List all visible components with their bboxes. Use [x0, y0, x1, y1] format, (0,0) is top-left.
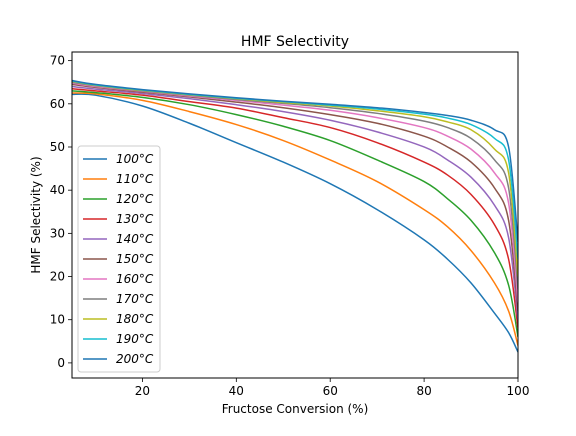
y-tick-label: 60 — [50, 97, 65, 111]
x-axis-label: Fructose Conversion (%) — [222, 402, 369, 416]
y-tick-label: 40 — [50, 183, 65, 197]
y-tick-label: 10 — [50, 313, 65, 327]
y-tick-label: 30 — [50, 226, 65, 240]
legend: 100°C 110°C 120°C 130°C 140°C 150°C 160°C 170°C… — [77, 145, 161, 373]
y-axis: 0 10 20 30 40 50 60 70 — [50, 54, 72, 370]
axes-frame — [71, 51, 519, 379]
series-line-6 — [72, 83, 518, 312]
legend-label: 140°C — [116, 232, 154, 246]
series-line-5 — [72, 85, 518, 320]
legend-box — [77, 145, 161, 373]
legend-label: 160°C — [116, 272, 154, 286]
legend-label: 170°C — [116, 292, 154, 306]
legend-label: 130°C — [116, 212, 154, 226]
legend-label: 200°C — [116, 352, 154, 366]
y-tick-label: 70 — [50, 54, 65, 68]
series-line-3 — [72, 90, 518, 338]
series-line-11 — [72, 79, 518, 243]
x-tick-label: 60 — [323, 384, 338, 398]
legend-label: 100°C — [116, 152, 154, 166]
series-line-2 — [72, 92, 518, 346]
x-tick-label: 100 — [507, 384, 530, 398]
series-line-1 — [72, 93, 518, 353]
chart-title: HMF Selectivity — [241, 34, 349, 50]
y-tick-label: 50 — [50, 140, 65, 154]
x-tick-label: 20 — [135, 384, 150, 398]
x-axis: 20 40 60 80 100 — [135, 378, 530, 398]
x-tick-label: 40 — [229, 384, 244, 398]
y-tick-label: 0 — [57, 356, 65, 370]
y-axis-label: HMF Selectivity (%) — [29, 156, 43, 273]
legend-label: 120°C — [116, 192, 154, 206]
legend-label: 110°C — [116, 172, 154, 186]
legend-label: 190°C — [116, 332, 154, 346]
x-tick-label: 80 — [416, 384, 431, 398]
legend-label: 150°C — [116, 252, 154, 266]
series-layer — [72, 79, 518, 353]
legend-label: 180°C — [116, 312, 154, 326]
series-line-4 — [72, 87, 518, 329]
y-tick-label: 20 — [50, 270, 65, 284]
